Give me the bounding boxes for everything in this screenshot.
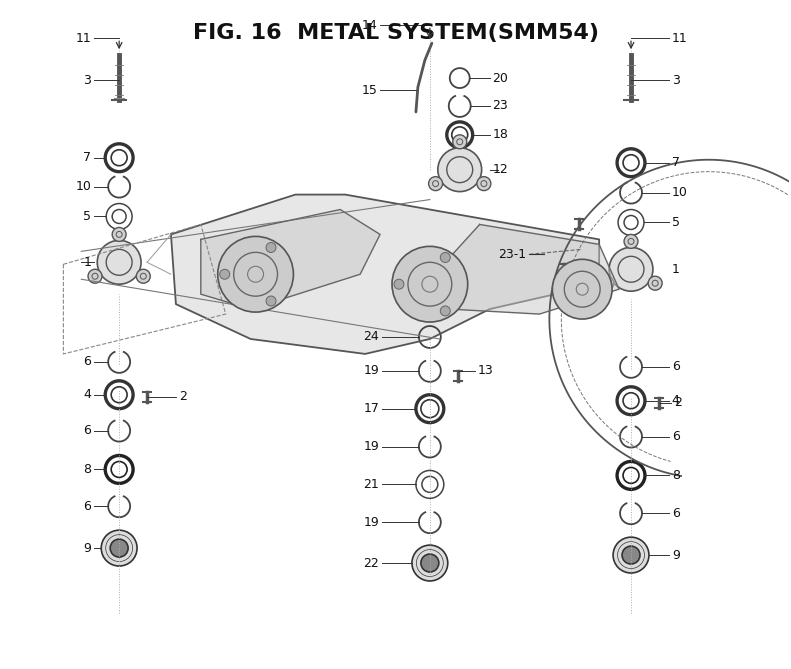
Circle shape <box>600 276 614 290</box>
Circle shape <box>609 248 653 291</box>
Text: 7: 7 <box>672 157 679 169</box>
Text: 9: 9 <box>672 549 679 561</box>
Circle shape <box>112 227 126 242</box>
Text: 19: 19 <box>363 440 379 453</box>
Text: 20: 20 <box>493 72 509 84</box>
Text: 6: 6 <box>672 361 679 373</box>
Circle shape <box>110 539 128 557</box>
Text: 8: 8 <box>672 469 679 482</box>
Text: 7: 7 <box>83 151 91 164</box>
Text: 22: 22 <box>363 557 379 569</box>
Text: 4: 4 <box>83 388 91 401</box>
Text: 4: 4 <box>672 394 679 407</box>
Circle shape <box>88 269 102 283</box>
Polygon shape <box>201 209 380 309</box>
Circle shape <box>441 306 450 316</box>
Circle shape <box>613 537 649 573</box>
Circle shape <box>421 554 439 572</box>
Text: FIG. 16  METAL SYSTEM(SMM54): FIG. 16 METAL SYSTEM(SMM54) <box>192 23 599 43</box>
Circle shape <box>136 269 150 283</box>
Circle shape <box>101 531 137 566</box>
Text: 15: 15 <box>361 84 377 96</box>
Text: 14: 14 <box>361 19 377 32</box>
Circle shape <box>97 240 141 284</box>
Circle shape <box>477 177 491 191</box>
Text: 11: 11 <box>75 31 91 45</box>
Text: 8: 8 <box>83 463 91 476</box>
Circle shape <box>438 148 482 191</box>
Text: 6: 6 <box>672 430 679 443</box>
Polygon shape <box>171 195 599 354</box>
Text: 13: 13 <box>478 365 494 377</box>
Text: 11: 11 <box>672 31 687 45</box>
Circle shape <box>622 546 640 564</box>
Text: 23-1: 23-1 <box>498 248 527 261</box>
Circle shape <box>266 296 276 306</box>
Circle shape <box>624 234 638 248</box>
Circle shape <box>429 177 442 191</box>
Text: 10: 10 <box>672 186 687 199</box>
Text: 21: 21 <box>363 478 379 491</box>
Circle shape <box>441 252 450 262</box>
Circle shape <box>552 260 612 319</box>
Circle shape <box>394 279 404 289</box>
Text: 6: 6 <box>672 506 679 520</box>
Text: 19: 19 <box>363 365 379 377</box>
Circle shape <box>220 269 229 279</box>
Text: 2: 2 <box>674 396 682 409</box>
Text: 1: 1 <box>672 263 679 276</box>
Circle shape <box>392 246 467 322</box>
Text: 2: 2 <box>179 390 187 403</box>
Circle shape <box>648 276 662 290</box>
Text: 19: 19 <box>363 516 379 529</box>
Text: 6: 6 <box>83 500 91 512</box>
Text: 5: 5 <box>83 210 91 223</box>
Text: 17: 17 <box>363 402 379 415</box>
Text: 24: 24 <box>363 330 379 343</box>
Text: 10: 10 <box>75 180 91 193</box>
Text: 18: 18 <box>493 128 509 141</box>
Text: 3: 3 <box>672 74 679 86</box>
Circle shape <box>452 135 467 149</box>
Text: 1: 1 <box>83 256 91 269</box>
Text: 3: 3 <box>83 74 91 86</box>
Circle shape <box>412 545 448 581</box>
Circle shape <box>266 243 276 252</box>
Polygon shape <box>430 225 619 314</box>
Text: 6: 6 <box>83 424 91 437</box>
Text: 23: 23 <box>493 100 509 112</box>
Text: 9: 9 <box>83 542 91 555</box>
Text: 5: 5 <box>672 216 679 229</box>
Text: 6: 6 <box>83 355 91 369</box>
Circle shape <box>218 236 293 312</box>
Text: 12: 12 <box>493 163 509 176</box>
